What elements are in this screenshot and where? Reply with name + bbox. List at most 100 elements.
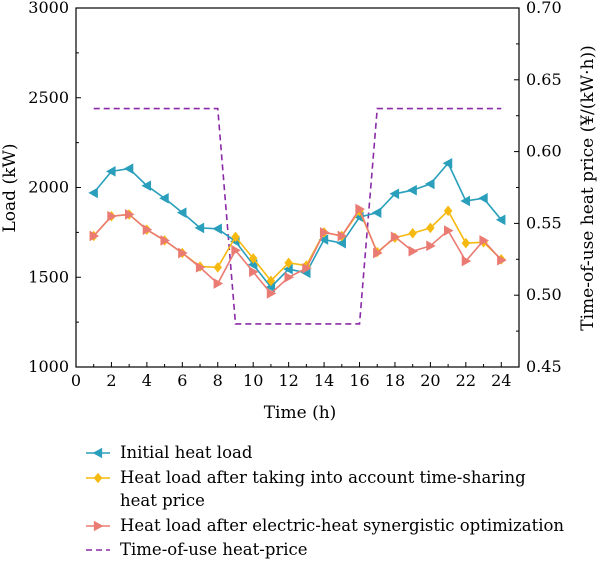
y-tick-label: 2000: [28, 178, 69, 197]
legend-swatch-marker: [92, 447, 103, 459]
series-line: [93, 207, 502, 295]
data-point: [160, 235, 171, 246]
series-initial-heat-load: [88, 157, 506, 293]
legend-swatch-marker: [93, 472, 103, 484]
x-tick-label: 14: [314, 371, 334, 390]
data-point: [176, 207, 187, 218]
data-point: [443, 225, 454, 236]
x-tick-label: 24: [491, 371, 511, 390]
price-line: [93, 107, 502, 325]
data-point: [337, 230, 348, 242]
data-point: [248, 253, 258, 264]
data-point: [442, 157, 453, 169]
legend-label: Heat load after taking into account time…: [120, 468, 526, 487]
data-point: [318, 234, 329, 245]
y-tick-label: 1000: [28, 357, 69, 376]
data-point: [266, 288, 277, 299]
data-point: [319, 227, 330, 238]
legend-swatch-marker: [93, 520, 104, 532]
x-tick-label: 12: [278, 371, 298, 390]
y-tick-label: 2500: [28, 88, 69, 107]
x-tick-label: 18: [385, 371, 405, 390]
data-point: [497, 254, 507, 266]
data-point: [479, 235, 489, 246]
data-point: [336, 237, 346, 249]
y2-tick-label: 0.50: [526, 285, 562, 304]
x-tick-label: 0: [71, 371, 81, 390]
x-tick-label: 10: [243, 371, 263, 390]
data-point: [231, 245, 241, 256]
data-point: [302, 262, 312, 274]
data-point: [231, 231, 240, 243]
data-point: [407, 184, 417, 196]
data-point: [194, 222, 205, 234]
series-time-sharing: [89, 205, 506, 287]
data-point: [478, 192, 488, 204]
data-point: [408, 245, 419, 257]
load-series: [88, 157, 507, 299]
data-point: [88, 187, 98, 199]
data-point: [389, 188, 400, 200]
data-point: [123, 163, 134, 174]
y2-tick-label: 0.60: [526, 142, 562, 161]
data-point: [106, 166, 116, 177]
axis-ticks: 0 2 4 6 8 10 12 14 16 18 20 22 241000150020002500300…: [28, 0, 561, 390]
data-point: [390, 231, 401, 243]
data-point: [107, 210, 117, 222]
plot-frame: [75, 7, 520, 368]
data-point: [178, 247, 188, 259]
data-point: [371, 207, 382, 218]
data-point: [460, 195, 470, 207]
legend-label: Initial heat load: [120, 443, 253, 462]
data-point: [355, 203, 365, 215]
data-point: [159, 192, 169, 204]
y-axis-title: Load (kW): [0, 144, 20, 233]
y2-tick-label: 0.55: [526, 213, 562, 232]
data-point: [284, 257, 293, 269]
data-point: [125, 209, 135, 220]
data-point: [213, 278, 224, 289]
legend-item-time-sharing: Heat load after taking into account time…: [86, 468, 526, 510]
legend-label: Heat load after electric-heat synergisti…: [120, 516, 564, 535]
plot-border: [75, 7, 520, 368]
legend-label: heat price: [120, 491, 205, 510]
y-tick-label: 1500: [28, 267, 69, 286]
data-point: [195, 262, 206, 273]
data-point: [443, 205, 453, 217]
y2-tick-label: 0.45: [526, 357, 562, 376]
data-point: [213, 262, 222, 273]
legend-item-synergistic: Heat load after electric-heat synergisti…: [86, 516, 564, 535]
data-point: [141, 180, 152, 192]
x-tick-label: 20: [420, 371, 440, 390]
x-tick-label: 8: [213, 371, 223, 390]
legend: Initial heat load Heat load after taking …: [86, 443, 564, 559]
data-point: [424, 178, 435, 190]
y-tick-label: 3000: [28, 0, 69, 17]
data-point: [426, 222, 435, 234]
legend-item-price: Time-of-use heat-price: [86, 540, 308, 559]
data-point: [212, 223, 222, 235]
x-tick-label: 6: [177, 371, 187, 390]
data-point: [495, 214, 506, 226]
data-point: [249, 266, 259, 278]
legend-item-initial: Initial heat load: [86, 443, 253, 462]
y2-tick-label: 0.70: [526, 0, 562, 17]
data-point: [461, 255, 472, 267]
data-point: [142, 224, 153, 235]
data-point: [284, 271, 295, 283]
y2-tick-label: 0.65: [526, 70, 562, 89]
data-point: [408, 227, 417, 239]
x-tick-label: 16: [349, 371, 369, 390]
x-axis-title: Time (h): [264, 403, 337, 423]
series-line: [93, 161, 502, 289]
data-point: [373, 247, 383, 259]
data-point: [461, 237, 471, 249]
data-point: [266, 275, 276, 287]
legend-label: Time-of-use heat-price: [120, 540, 308, 559]
x-tick-label: 2: [106, 371, 116, 390]
y2-axis-title: Time-of-use heat price (¥/(kW·h)): [578, 45, 598, 331]
series-synergistic: [89, 203, 507, 299]
data-point: [89, 230, 100, 242]
price-series: [93, 107, 502, 325]
